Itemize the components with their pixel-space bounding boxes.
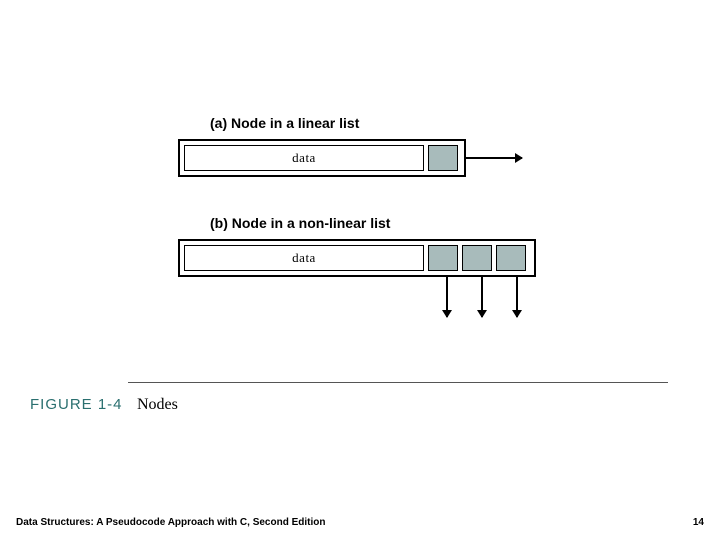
figure-label: FIGURE 1-4 Nodes — [30, 396, 178, 414]
footer: Data Structures: A Pseudocode Approach w… — [16, 517, 704, 528]
arrow-down-icon-1 — [446, 277, 448, 317]
diagram-area: (a) Node in a linear list data (b) Node … — [178, 115, 608, 359]
nonlinear-ptr-cell-1 — [428, 245, 458, 271]
linear-node-row: data — [178, 139, 608, 181]
arrow-right-icon — [466, 157, 522, 159]
linear-data-cell: data — [184, 145, 424, 171]
linear-ptr-cell — [428, 145, 458, 171]
figure-number: FIGURE 1-4 — [30, 396, 123, 413]
arrow-down-icon-3 — [516, 277, 518, 317]
nonlinear-data-cell: data — [184, 245, 424, 271]
book-title: Data Structures: A Pseudocode Approach w… — [16, 517, 325, 528]
nonlinear-ptr-cell-3 — [496, 245, 526, 271]
nonlinear-node-box: data — [178, 239, 536, 277]
page-number: 14 — [693, 517, 704, 528]
nonlinear-node-row: data — [178, 239, 608, 329]
caption-a: (a) Node in a linear list — [210, 115, 608, 131]
linear-node-box: data — [178, 139, 466, 177]
caption-b: (b) Node in a non-linear list — [210, 215, 608, 231]
divider — [128, 382, 668, 383]
nonlinear-ptr-cell-2 — [462, 245, 492, 271]
arrow-down-icon-2 — [481, 277, 483, 317]
figure-title: Nodes — [137, 396, 178, 413]
